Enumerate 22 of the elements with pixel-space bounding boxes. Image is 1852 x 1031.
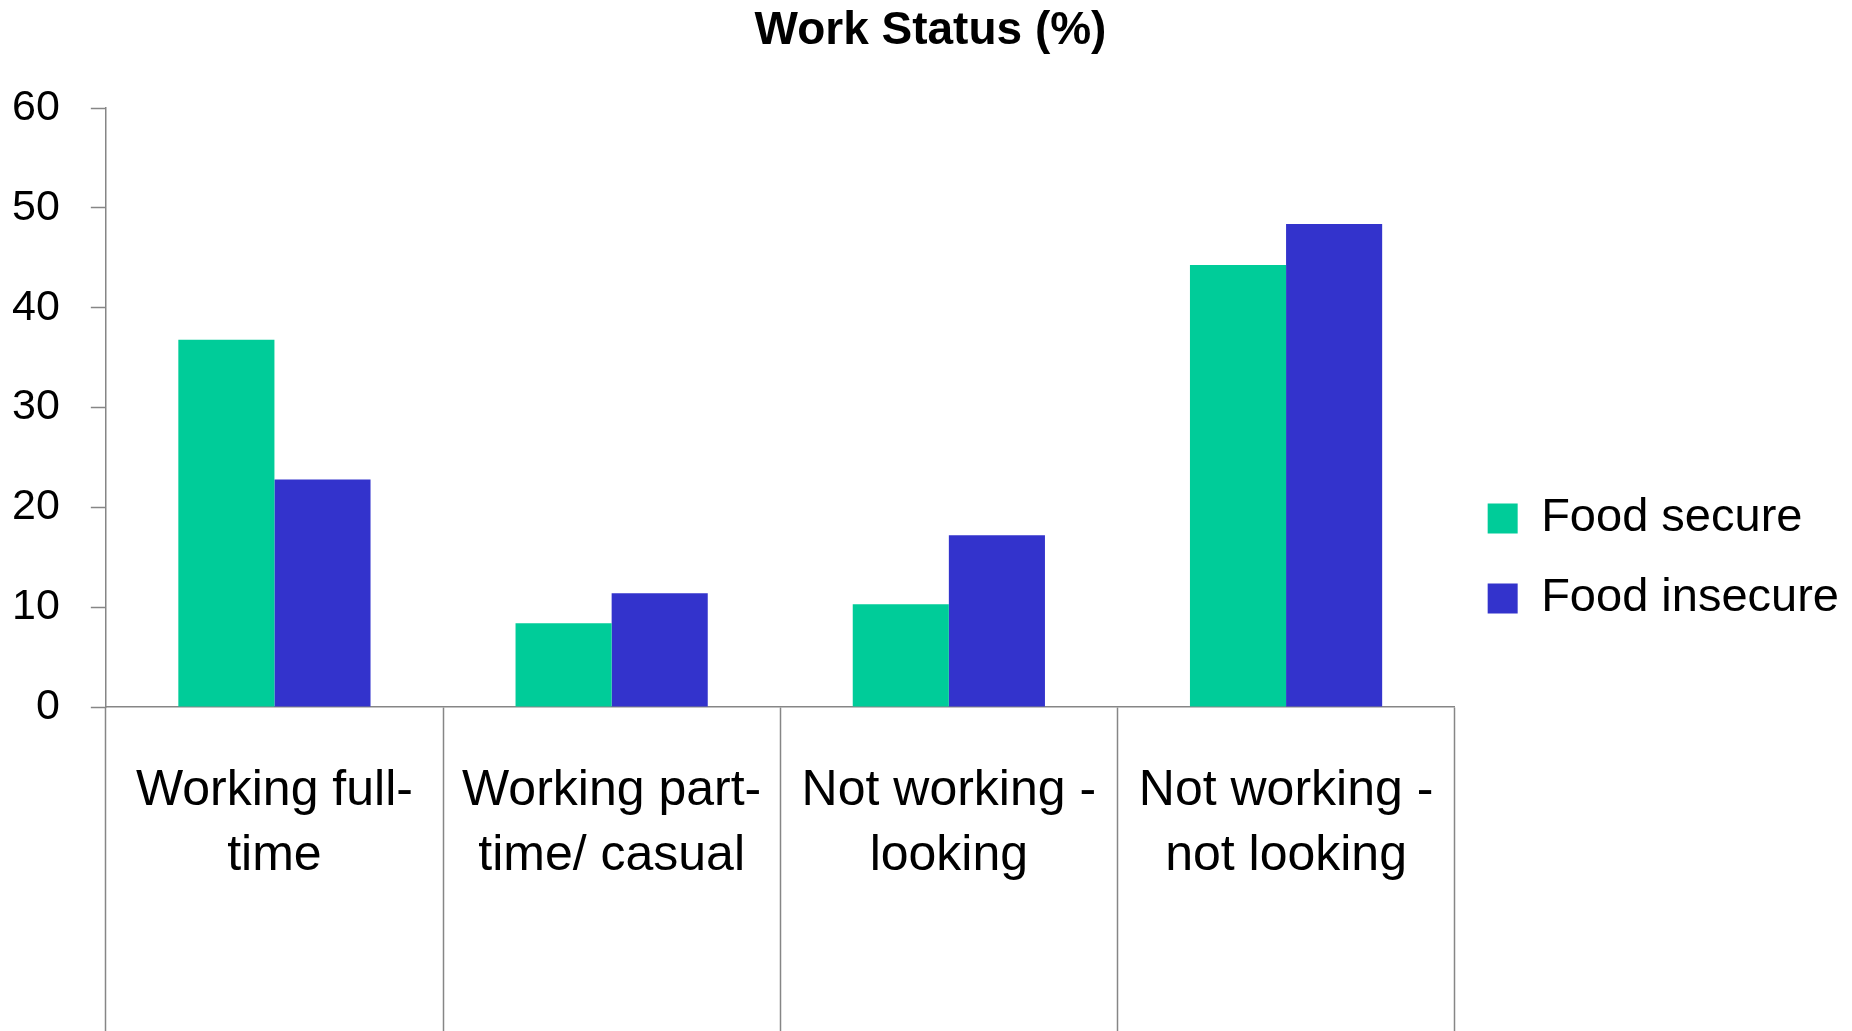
y-tick-label: 30: [11, 380, 60, 429]
legend-label: Food insecure: [1541, 568, 1840, 622]
y-tick-label: 10: [11, 580, 60, 629]
bar: [274, 479, 371, 707]
x-tick-label: Working part-time/ casual: [462, 760, 762, 882]
x-tick-label: Not working - not looking: [1138, 760, 1434, 882]
y-tick-label: 50: [11, 180, 60, 229]
bar: [948, 535, 1045, 707]
bar: [1189, 264, 1287, 707]
bar: [1286, 223, 1383, 707]
x-tick-label: Not working - looking: [801, 760, 1097, 882]
y-tick-label: 0: [35, 679, 60, 728]
legend-label: Food secure: [1541, 488, 1803, 542]
bar: [178, 339, 275, 707]
y-tick-label: 20: [11, 480, 60, 529]
chart-title: Work Status (%): [754, 2, 1107, 55]
y-tick-label: 40: [11, 280, 60, 329]
y-tick-label: 60: [11, 81, 60, 130]
bar: [515, 623, 612, 707]
x-tick-label: Working full-time: [135, 760, 413, 882]
bar: [611, 593, 708, 707]
bar: [852, 604, 949, 707]
